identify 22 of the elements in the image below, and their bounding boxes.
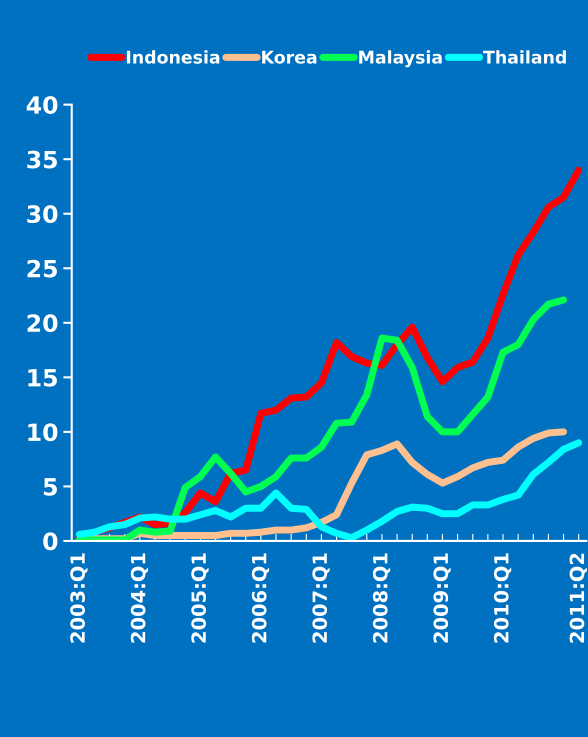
y-tick-label: 30 (27, 205, 58, 224)
legend-label: Korea (262, 50, 316, 64)
y-tick-label: 5 (44, 478, 57, 496)
x-tick-label: 2005:Q1 (191, 553, 209, 642)
y-tick-label: 20 (28, 314, 58, 332)
x-tick-label: 2007:Q1 (312, 553, 330, 642)
y-tick-label: 10 (28, 423, 58, 442)
x-tick-label: 2009:Q1 (433, 553, 451, 642)
x-tick-label: 2006:Q1 (252, 553, 270, 642)
x-tick-label: 2004:Q1 (130, 553, 148, 642)
y-tick-label: 25 (28, 260, 57, 278)
x-tick-label: 2008:Q1 (372, 553, 390, 642)
x-tick-label: 2003:Q1 (70, 553, 88, 642)
y-tick-label: 15 (28, 369, 57, 387)
y-tick-label: 0 (43, 532, 58, 550)
y-tick-label: 40 (26, 96, 58, 114)
legend-label: Thailand (483, 50, 566, 64)
legend-label: Malaysia (359, 50, 442, 68)
y-tick-label: 35 (27, 150, 57, 168)
legend-label: Indonesia (126, 50, 220, 64)
x-tick-label: 2010:Q1 (494, 553, 512, 642)
x-tick-label: 2011:Q2 (570, 554, 587, 642)
